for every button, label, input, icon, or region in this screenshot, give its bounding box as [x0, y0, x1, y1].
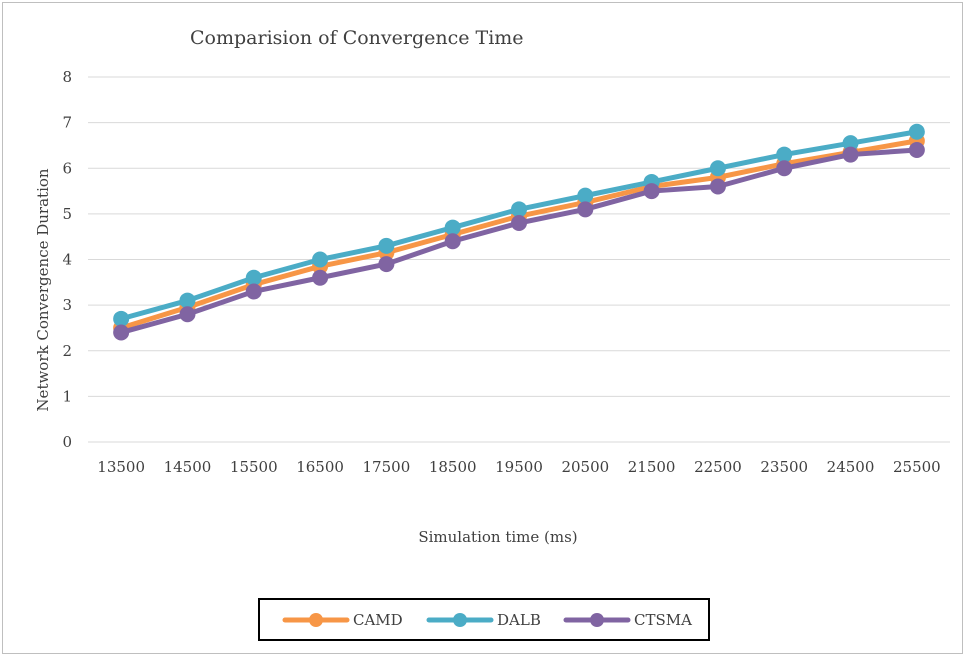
x-tick-labels: 13500 14500 15500 16500 17500 18500 19500 20500… [97, 458, 940, 476]
data-point-ctsma [179, 306, 196, 323]
y-tick-label: 2 [62, 342, 72, 360]
series-ctsma [113, 142, 925, 341]
data-point-dalb [511, 201, 527, 218]
data-point-dalb [378, 237, 395, 254]
x-tick-label: 17500 [363, 458, 411, 476]
chart-title: Comparision of Convergence Time [190, 27, 524, 49]
data-point-dalb [245, 269, 262, 286]
data-point-dalb [312, 251, 329, 268]
legend-item-camd: CAMD [282, 611, 403, 629]
data-point-dalb [577, 187, 594, 204]
y-tick-label: 6 [62, 159, 72, 177]
y-tick-label: 8 [62, 68, 72, 86]
data-point-ctsma [577, 201, 594, 218]
y-tick-label: 5 [62, 205, 72, 223]
y-tick-label: 4 [62, 251, 72, 269]
data-point-ctsma [378, 256, 395, 273]
legend-marker-ctsma [590, 613, 604, 627]
y-tick-labels: 0 1 2 3 4 5 6 7 8 [62, 68, 72, 451]
data-point-dalb [709, 160, 726, 177]
legend-marker-camd [309, 613, 323, 627]
data-point-ctsma [709, 178, 726, 195]
data-point-dalb [908, 123, 925, 140]
x-tick-label: 24500 [827, 458, 875, 476]
y-axis-label: Network Convergence Duration [34, 168, 52, 411]
x-tick-label: 23500 [760, 458, 808, 476]
data-point-ctsma [842, 146, 859, 163]
data-point-dalb [842, 135, 859, 152]
x-axis-label: Simulation time (ms) [418, 528, 577, 546]
data-point-ctsma [908, 142, 925, 158]
data-point-dalb [776, 146, 793, 163]
data-point-ctsma [776, 160, 793, 177]
data-point-ctsma [113, 324, 130, 341]
legend: CAMD DALB CTSMA [258, 598, 710, 641]
data-point-ctsma [444, 233, 461, 250]
legend-item-dalb: DALB [426, 611, 541, 629]
data-point-ctsma [511, 215, 527, 231]
x-tick-label: 25500 [893, 458, 941, 476]
x-tick-label: 18500 [429, 458, 477, 476]
data-point-ctsma [312, 269, 329, 286]
x-tick-label: 19500 [495, 458, 543, 476]
series-dalb [113, 123, 925, 327]
y-tick-label: 3 [62, 296, 72, 314]
gridlines [88, 76, 950, 443]
x-tick-label: 15500 [230, 458, 278, 476]
series-line-camd [118, 138, 920, 331]
legend-marker-dalb [453, 613, 467, 627]
legend-item-ctsma: CTSMA [563, 611, 692, 629]
x-tick-label: 21500 [628, 458, 676, 476]
x-tick-label: 16500 [296, 458, 344, 476]
y-tick-label: 0 [62, 433, 72, 451]
data-point-dalb [113, 310, 130, 327]
y-tick-label: 7 [62, 114, 72, 132]
x-tick-label: 13500 [97, 458, 145, 476]
x-tick-label: 20500 [561, 458, 609, 476]
data-point-ctsma [643, 183, 660, 200]
legend-label-camd: CAMD [353, 611, 403, 629]
data-point-dalb [444, 219, 461, 236]
legend-label-dalb: DALB [497, 611, 541, 629]
x-tick-label: 14500 [164, 458, 212, 476]
legend-label-ctsma: CTSMA [634, 611, 692, 629]
x-tick-label: 22500 [694, 458, 742, 476]
series-lines [113, 123, 925, 341]
data-point-ctsma [245, 283, 262, 300]
y-tick-label: 1 [62, 387, 72, 405]
data-point-dalb [179, 292, 196, 309]
